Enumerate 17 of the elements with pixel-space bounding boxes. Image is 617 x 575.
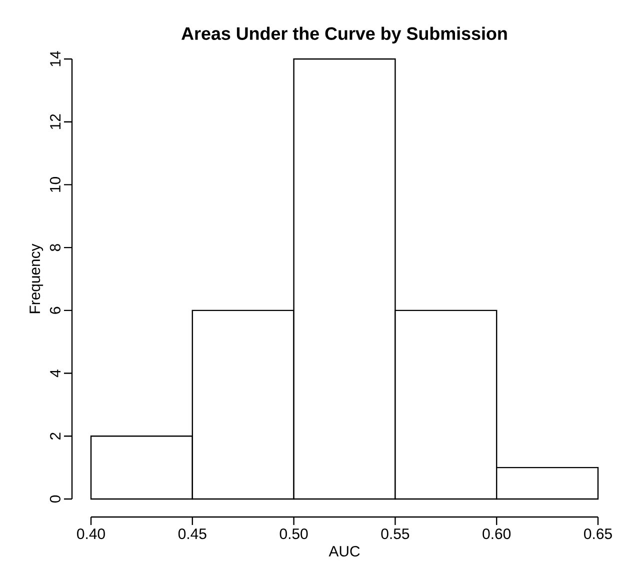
- x-tick-label: 0.65: [584, 528, 612, 540]
- x-axis-title: AUC: [328, 546, 360, 557]
- y-tick-label: 0: [50, 495, 60, 503]
- x-tick-label: 0.55: [381, 528, 410, 540]
- y-tick-label: 6: [50, 306, 60, 314]
- y-tick-label: 8: [50, 244, 60, 252]
- x-tick-label: 0.45: [178, 528, 206, 540]
- x-tick-label: 0.40: [77, 528, 105, 540]
- y-axis-title: Frequency: [30, 244, 44, 314]
- chart-title: Areas Under the Curve by Submission: [182, 26, 507, 44]
- y-tick-label: 10: [50, 176, 60, 192]
- y-tick-label: 4: [50, 370, 60, 378]
- x-tick-label: 0.50: [280, 528, 308, 540]
- y-tick-label: 14: [50, 51, 60, 66]
- y-tick-label: 12: [50, 114, 60, 130]
- y-tick-label: 2: [50, 432, 60, 440]
- x-tick-label: 0.60: [482, 528, 511, 540]
